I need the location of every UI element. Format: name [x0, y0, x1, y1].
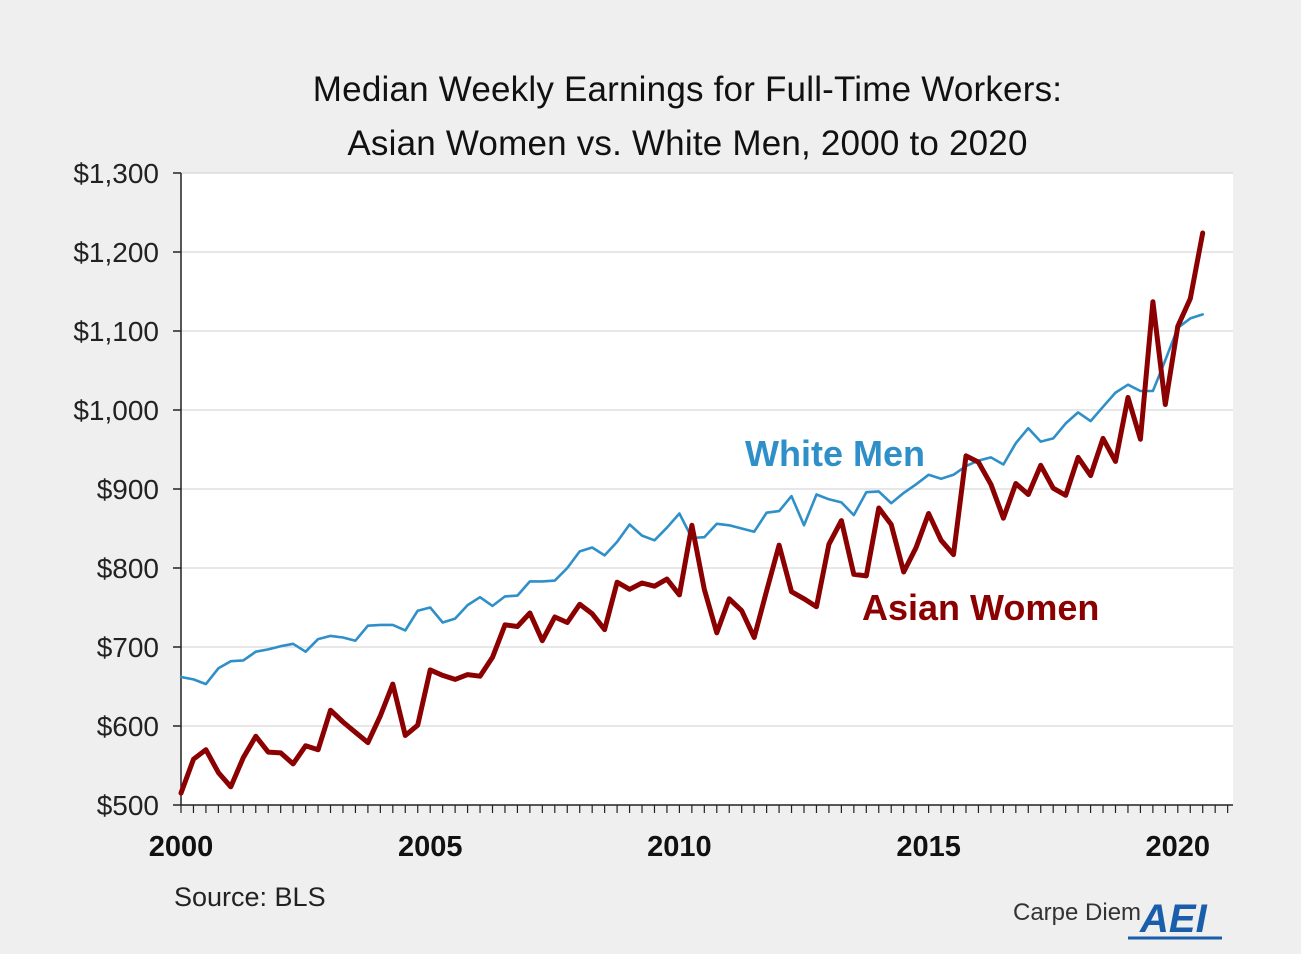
x-tick-label: 2020 [1146, 831, 1211, 863]
y-tick-label: $700 [97, 632, 159, 663]
chart-subtitle: Asian Women vs. White Men, 2000 to 2020 [347, 124, 1028, 163]
chart-title: Median Weekly Earnings for Full-Time Wor… [312, 70, 1063, 109]
y-tick-label: $800 [97, 553, 159, 584]
annotations: White Men Asian Women [745, 433, 1099, 628]
y-tick-label: $1,300 [73, 158, 159, 189]
source-note: Source: BLS [174, 882, 326, 912]
x-tick-label: 2000 [149, 831, 214, 863]
y-tick-label: $1,200 [73, 237, 159, 268]
x-tick-label: 2005 [398, 831, 463, 863]
white-men-label: White Men [745, 433, 925, 474]
x-tick-label: 2015 [896, 831, 961, 863]
y-tick-label: $900 [97, 474, 159, 505]
y-tick-label: $1,100 [73, 316, 159, 347]
y-tick-label: $1,000 [73, 395, 159, 426]
axes: $500 $600 $700 $800 $900 $1,000 $1,100 $1,200 $1… [73, 158, 1233, 863]
asian-women-label: Asian Women [862, 587, 1099, 628]
series-line-asian-women [178, 230, 1206, 796]
y-tick-label: $500 [97, 790, 159, 821]
brand-name: Carpe Diem [1013, 899, 1142, 926]
aei-logo-text: AEI [1139, 897, 1208, 941]
x-tick-label: 2010 [647, 831, 712, 863]
series-lines [178, 230, 1206, 796]
aei-logo: AEI [1128, 897, 1222, 941]
y-tick-label: $600 [97, 711, 159, 742]
